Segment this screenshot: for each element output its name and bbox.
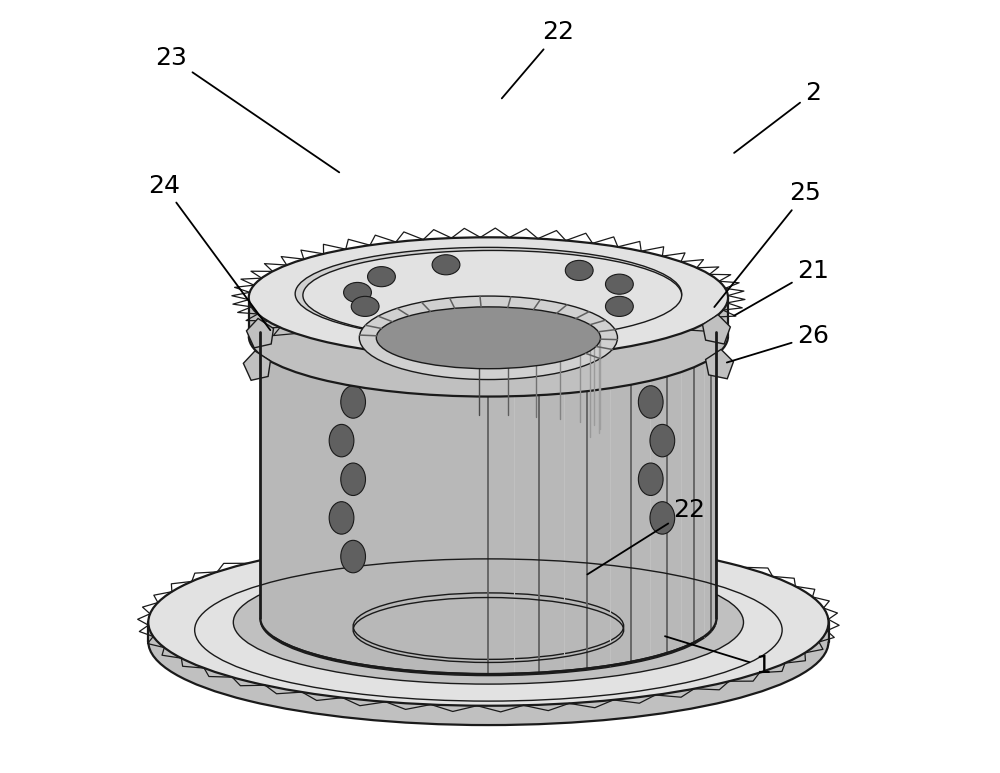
Text: 25: 25 [714,181,821,307]
Ellipse shape [249,237,728,358]
Ellipse shape [650,424,675,457]
Text: 22: 22 [587,498,705,574]
Text: 1: 1 [665,636,771,679]
Polygon shape [246,318,274,348]
Text: 22: 22 [502,20,574,98]
Ellipse shape [341,386,365,418]
Ellipse shape [260,277,716,388]
Ellipse shape [638,463,663,495]
Text: 23: 23 [156,46,339,172]
Polygon shape [703,315,730,344]
Ellipse shape [341,540,365,573]
Polygon shape [249,298,728,397]
Ellipse shape [341,463,365,495]
Polygon shape [260,332,716,674]
Ellipse shape [432,255,460,275]
Ellipse shape [260,564,716,676]
Text: 24: 24 [148,173,270,330]
Ellipse shape [329,424,354,457]
Ellipse shape [605,274,633,295]
Polygon shape [706,349,733,379]
Text: 2: 2 [734,80,821,153]
Ellipse shape [233,560,743,684]
Ellipse shape [295,247,682,340]
Ellipse shape [303,250,682,340]
Text: 21: 21 [734,258,829,315]
Ellipse shape [565,310,593,330]
Ellipse shape [344,282,371,302]
Ellipse shape [638,386,663,418]
Ellipse shape [565,261,593,281]
Polygon shape [148,622,829,725]
Ellipse shape [650,502,675,534]
Ellipse shape [351,296,379,316]
Ellipse shape [376,307,600,369]
Ellipse shape [359,296,617,380]
Ellipse shape [605,296,633,316]
Polygon shape [243,351,270,380]
Text: 26: 26 [727,324,829,363]
Ellipse shape [368,267,395,287]
Ellipse shape [148,539,829,706]
Ellipse shape [329,502,354,534]
